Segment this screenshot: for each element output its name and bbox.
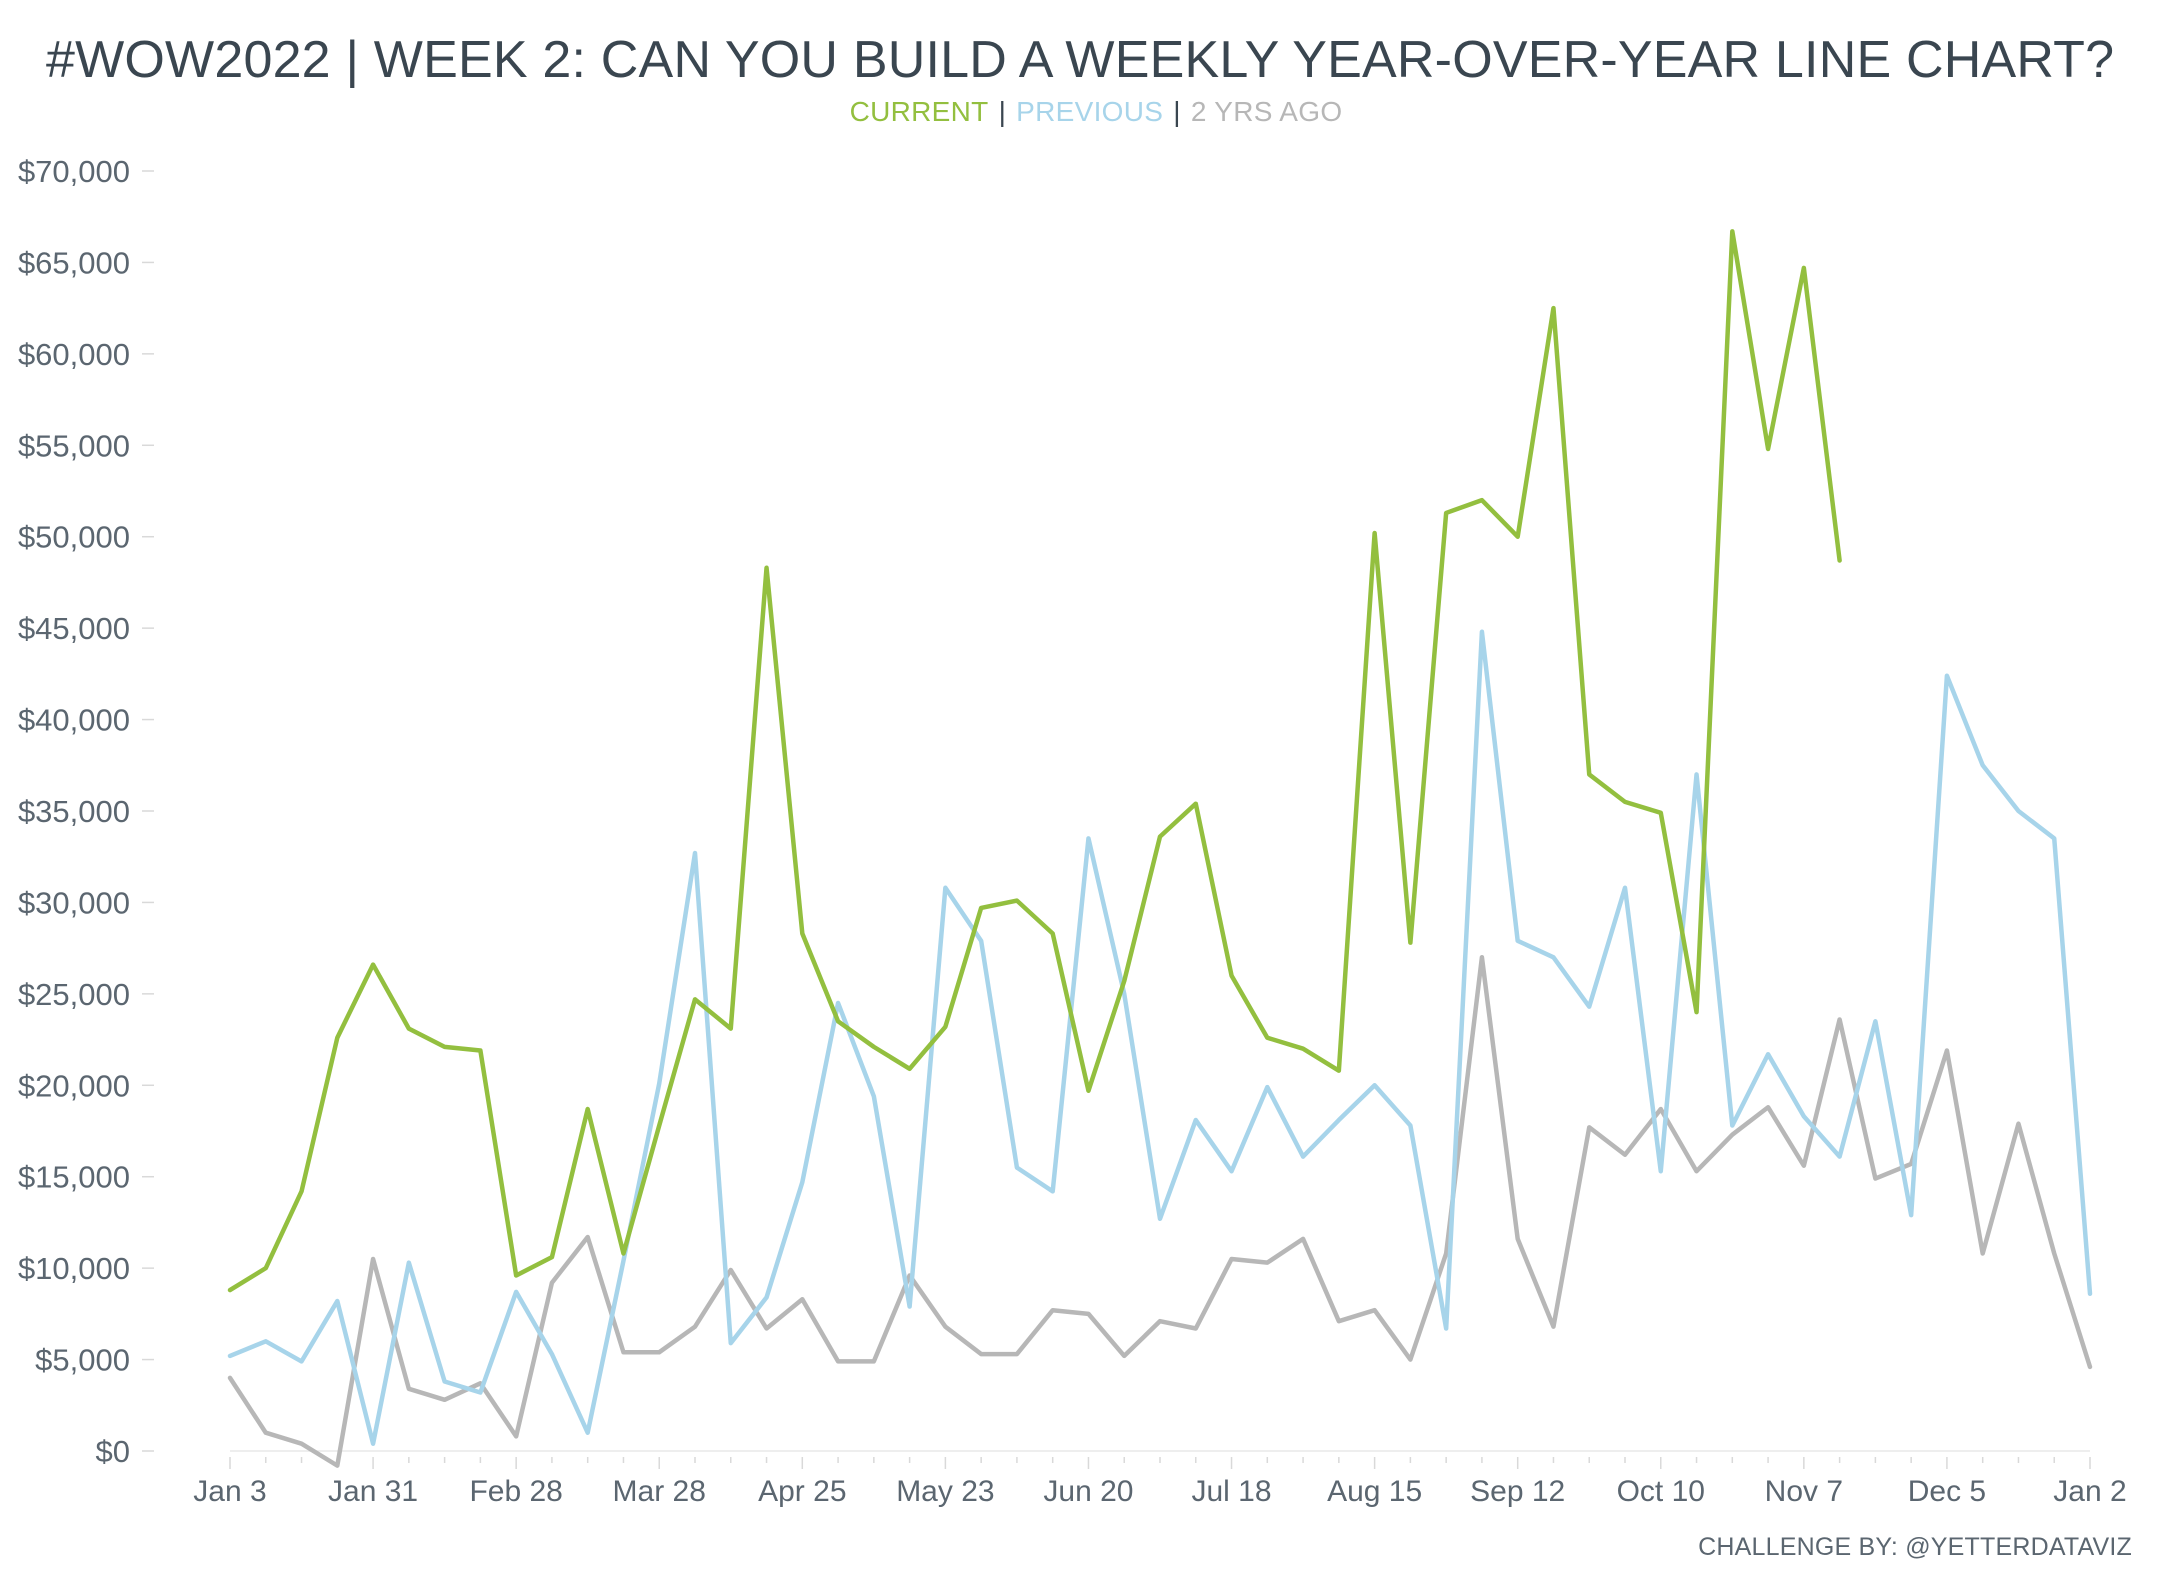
svg-text:$20,000: $20,000: [18, 1068, 130, 1103]
svg-text:Aug 15: Aug 15: [1327, 1475, 1422, 1508]
svg-text:Sep 12: Sep 12: [1470, 1475, 1565, 1508]
svg-text:$15,000: $15,000: [18, 1160, 130, 1195]
svg-text:$50,000: $50,000: [18, 520, 130, 555]
svg-text:$35,000: $35,000: [18, 794, 130, 829]
svg-text:Jul 18: Jul 18: [1192, 1475, 1272, 1508]
svg-text:Dec 5: Dec 5: [1908, 1475, 1986, 1508]
svg-text:$30,000: $30,000: [18, 885, 130, 920]
svg-text:Oct 10: Oct 10: [1617, 1475, 1705, 1508]
svg-text:$10,000: $10,000: [18, 1251, 130, 1286]
svg-text:$65,000: $65,000: [18, 245, 130, 280]
svg-text:Jun 20: Jun 20: [1043, 1475, 1133, 1508]
svg-text:Jan 2: Jan 2: [2053, 1475, 2126, 1508]
svg-text:Mar 28: Mar 28: [613, 1475, 706, 1508]
svg-text:May 23: May 23: [896, 1475, 994, 1508]
svg-text:Apr 25: Apr 25: [758, 1475, 846, 1508]
svg-text:$45,000: $45,000: [18, 611, 130, 646]
svg-text:$70,000: $70,000: [18, 154, 130, 189]
svg-text:$25,000: $25,000: [18, 977, 130, 1012]
svg-text:$5,000: $5,000: [35, 1343, 130, 1378]
svg-text:Jan 31: Jan 31: [328, 1475, 418, 1508]
svg-text:Nov 7: Nov 7: [1765, 1475, 1843, 1508]
svg-text:$40,000: $40,000: [18, 703, 130, 738]
svg-text:$60,000: $60,000: [18, 337, 130, 372]
svg-text:$55,000: $55,000: [18, 428, 130, 463]
svg-text:Jan 3: Jan 3: [193, 1475, 266, 1508]
svg-text:Feb 28: Feb 28: [469, 1475, 562, 1508]
svg-text:$0: $0: [96, 1434, 130, 1469]
